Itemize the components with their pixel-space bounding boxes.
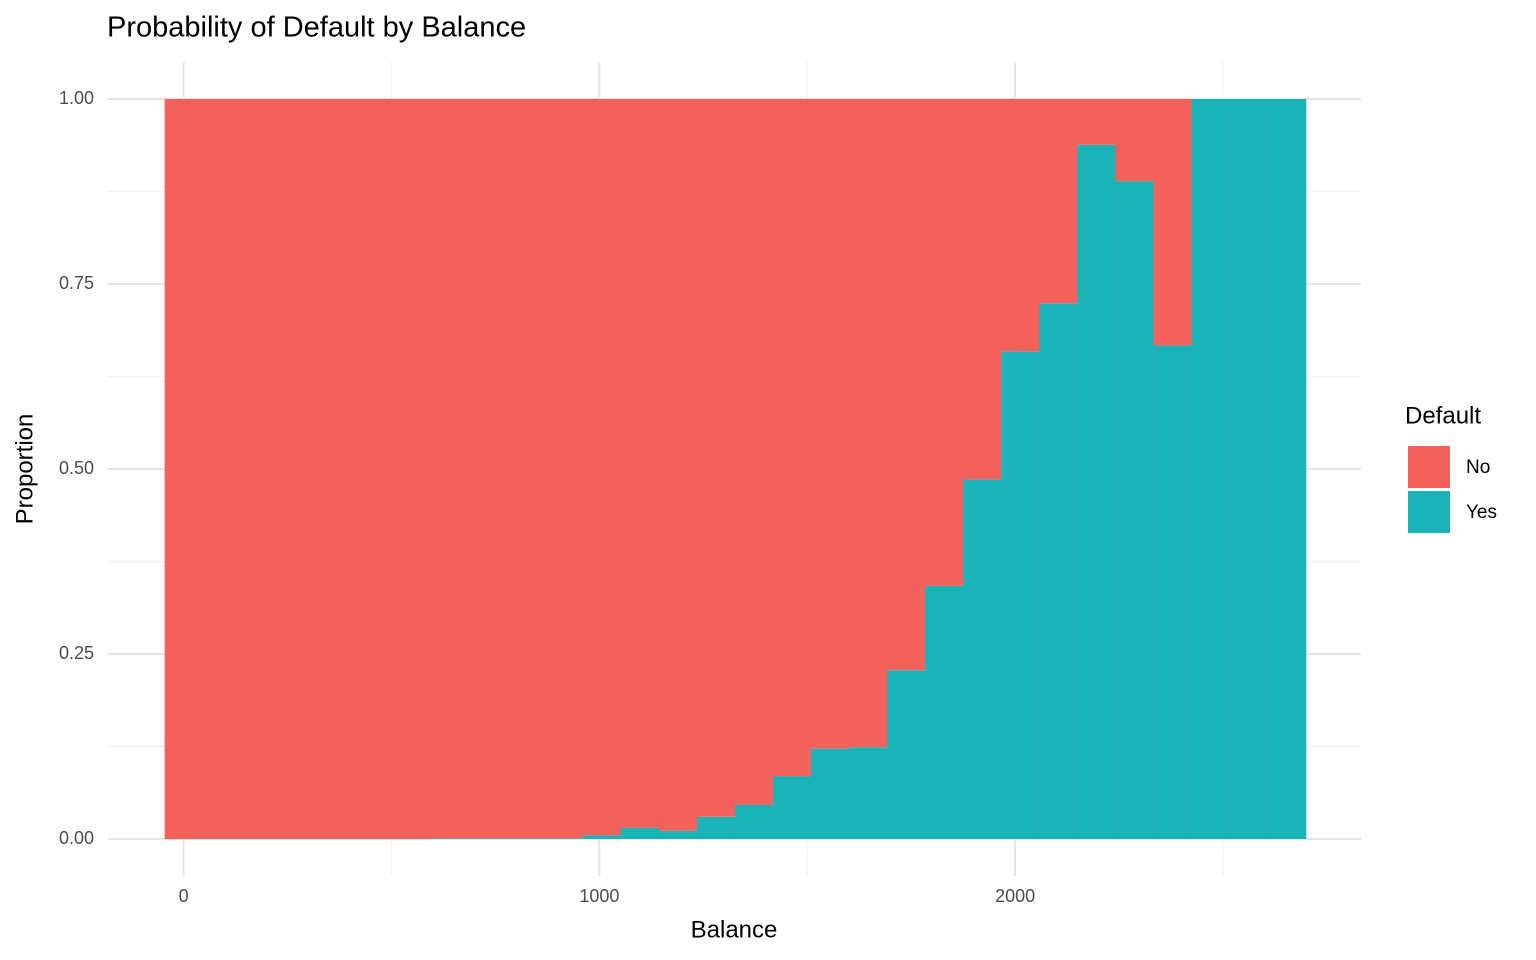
bar <box>1115 99 1155 182</box>
bar <box>164 99 204 839</box>
bar <box>735 804 774 839</box>
bar <box>621 99 660 828</box>
bar <box>1191 99 1231 839</box>
bar <box>430 838 470 839</box>
bar <box>925 585 964 839</box>
bar <box>506 99 546 839</box>
bar <box>392 99 432 839</box>
bar <box>430 99 470 839</box>
y-axis-title: Proportion <box>11 414 38 525</box>
x-axis-title: Balance <box>691 916 778 943</box>
bar <box>659 830 698 839</box>
x-tick-label: 0 <box>179 886 189 906</box>
bar <box>583 99 622 836</box>
bar <box>925 99 964 586</box>
bar <box>468 99 508 839</box>
legend-label: Yes <box>1466 502 1497 523</box>
bar <box>202 99 242 839</box>
bar <box>621 827 660 839</box>
bar <box>354 99 394 839</box>
bar <box>697 99 736 817</box>
bar <box>1001 99 1041 352</box>
x-tick-label: 1000 <box>579 886 619 906</box>
y-tick-label: 1.00 <box>59 88 94 108</box>
bar <box>316 99 356 839</box>
y-tick-label: 0.75 <box>59 273 94 293</box>
y-tick-label: 0.00 <box>59 828 94 848</box>
bar <box>963 99 1003 480</box>
bar <box>849 99 888 748</box>
chart-title: Probability of Default by Balance <box>107 12 526 44</box>
legend-key <box>1408 446 1450 488</box>
bar <box>811 748 850 839</box>
bar <box>1267 99 1307 839</box>
bar <box>773 99 812 777</box>
bar <box>963 479 1003 839</box>
x-tick-label: 2000 <box>995 886 1035 906</box>
bar <box>278 99 318 839</box>
bar <box>811 99 850 749</box>
bar <box>583 835 622 839</box>
bar <box>506 838 546 839</box>
bar <box>1153 345 1193 839</box>
bar <box>468 838 508 839</box>
legend-label: No <box>1466 457 1490 478</box>
bar <box>1077 99 1117 145</box>
bar <box>1001 351 1041 839</box>
bar <box>1039 303 1079 839</box>
bar <box>887 670 926 839</box>
bar <box>773 776 812 839</box>
bar <box>735 99 774 805</box>
bar <box>1115 181 1155 839</box>
bar <box>659 99 698 831</box>
legend-title: Default <box>1405 402 1481 429</box>
bar <box>849 747 888 839</box>
bar <box>1229 99 1269 839</box>
bar <box>240 99 280 839</box>
legend-key <box>1408 491 1450 533</box>
y-tick-label: 0.25 <box>59 643 94 663</box>
bar <box>1153 99 1193 346</box>
bar <box>1039 99 1079 304</box>
bar <box>887 99 926 671</box>
y-tick-label: 0.50 <box>59 458 94 478</box>
bar <box>545 99 584 839</box>
bar <box>697 816 736 839</box>
bar <box>545 838 584 839</box>
bar <box>1077 144 1117 839</box>
